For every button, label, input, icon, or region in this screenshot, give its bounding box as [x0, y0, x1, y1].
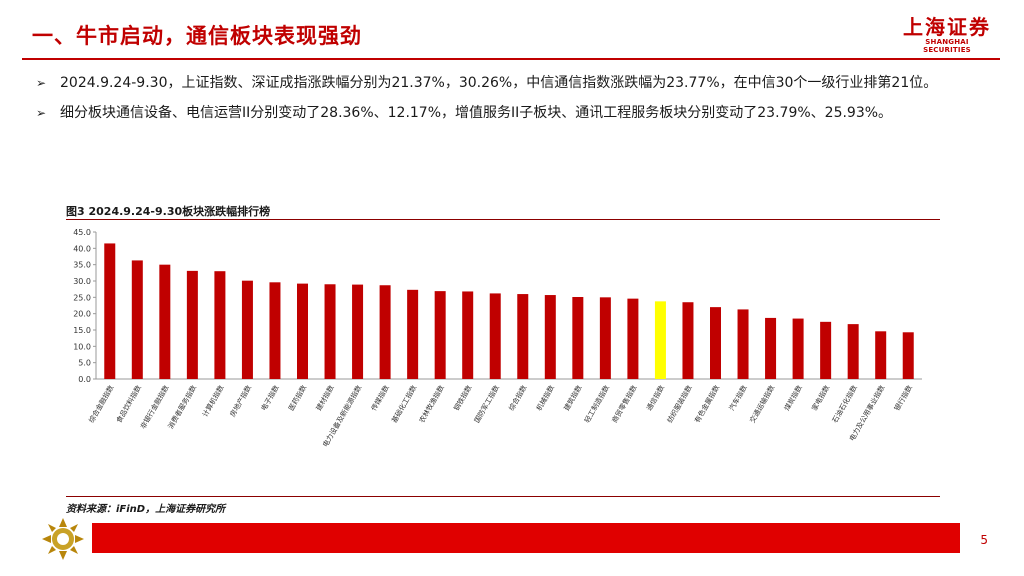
x-tick-label: 石油石化指数 — [830, 384, 859, 425]
x-tick-label: 综合金融指数 — [87, 384, 116, 425]
x-tick-label: 国防军工指数 — [472, 384, 501, 425]
x-tick-label: 电子指数 — [259, 384, 281, 413]
chart-title: 图3 2024.9.24-9.30板块涨跌幅排行榜 — [66, 205, 271, 218]
x-tick-label: 通信指数 — [644, 384, 666, 413]
bar — [186, 270, 198, 379]
bar — [820, 321, 832, 379]
bar — [269, 282, 281, 379]
x-tick-label: 食品饮料指数 — [114, 384, 143, 425]
x-tick-label: 商贸零售指数 — [610, 384, 639, 425]
x-tick-label: 传媒指数 — [369, 384, 391, 413]
logo-chinese-text: 上海证券 — [903, 15, 991, 39]
bullet-arrow-icon: ➢ — [36, 106, 47, 120]
x-tick-label: 煤炭指数 — [782, 384, 804, 413]
bar-highlight — [654, 301, 666, 379]
x-tick-label: 轻工制造指数 — [582, 384, 611, 425]
bullet-item: ➢ 细分板块通信设备、电信运营II分别变动了28.36%、12.17%，增值服务… — [36, 100, 976, 126]
footer-bar — [92, 523, 960, 553]
bar — [792, 318, 804, 379]
bar — [710, 307, 721, 379]
bullet-text: 细分板块通信设备、电信运营II分别变动了28.36%、12.17%，增值服务II… — [60, 105, 893, 121]
chart-top-rule — [66, 219, 940, 220]
bar — [847, 324, 859, 379]
x-tick-label: 交通运输指数 — [748, 384, 777, 425]
bar — [517, 294, 529, 379]
x-tick-label: 计算机指数 — [200, 384, 225, 419]
bullet-arrow-icon: ➢ — [36, 76, 47, 90]
bar — [599, 297, 611, 379]
x-tick-label: 消费者服务指数 — [166, 384, 198, 431]
bar — [902, 332, 914, 379]
bullet-item: ➢ 2024.9.24-9.30，上证指数、深证成指涨跌幅分别为21.37%，3… — [36, 70, 976, 96]
bar-chart: 0.0 5.0 10.0 15.0 20.0 25.0 30.0 35.0 40.0 45.0 综合… — [73, 228, 922, 449]
y-tick-label: 25.0 — [73, 293, 91, 302]
x-tick-label: 基础化工指数 — [390, 384, 419, 425]
bar — [241, 280, 253, 379]
x-tick-label: 银行指数 — [892, 384, 914, 413]
x-tick-label: 综合指数 — [507, 384, 529, 413]
sun-emblem-icon — [42, 518, 84, 560]
bar — [875, 331, 887, 379]
bullet-text: 2024.9.24-9.30，上证指数、深证成指涨跌幅分别为21.37%，30.… — [60, 75, 938, 91]
x-tick-label: 有色金属指数 — [692, 384, 721, 425]
y-tick-label: 40.0 — [73, 244, 91, 253]
y-tick-label: 15.0 — [73, 326, 91, 335]
bar — [572, 297, 584, 379]
company-logo: 上海证券 SHANGHAI SECURITIES — [902, 16, 992, 54]
x-tick-label: 汽车指数 — [727, 384, 749, 413]
x-tick-label: 建材指数 — [314, 384, 336, 413]
y-tick-label: 20.0 — [73, 310, 91, 319]
bar — [489, 293, 501, 379]
y-tick-label: 35.0 — [73, 261, 91, 270]
bar — [214, 271, 226, 379]
bar — [682, 302, 694, 379]
x-tick-label: 医药指数 — [286, 384, 308, 413]
x-tick-label: 非银行金融指数 — [138, 384, 170, 431]
bar — [407, 289, 419, 379]
bar — [462, 291, 474, 379]
y-tick-label: 5.0 — [78, 359, 91, 368]
x-tick-label: 家电指数 — [810, 384, 832, 413]
bar — [159, 264, 171, 379]
y-tick-label: 10.0 — [73, 342, 91, 351]
page-title: 一、牛市启动，通信板块表现强劲 — [32, 24, 362, 48]
x-tick-label: 纺织服装指数 — [665, 384, 694, 425]
bullet-list: ➢ 2024.9.24-9.30，上证指数、深证成指涨跌幅分别为21.37%，3… — [36, 70, 976, 130]
bar — [104, 243, 116, 379]
chart-bottom-rule — [66, 496, 940, 497]
bar — [627, 298, 639, 379]
x-tick-label: 建筑指数 — [562, 384, 584, 413]
x-tick-label: 农林牧渔指数 — [417, 384, 446, 425]
bar — [434, 291, 446, 379]
y-tick-label: 30.0 — [73, 277, 91, 286]
bar — [379, 285, 391, 379]
bar — [352, 284, 364, 379]
x-tick-label: 房地产指数 — [228, 384, 253, 419]
source-note: 资料来源：iFinD，上海证券研究所 — [66, 504, 226, 515]
bar — [765, 317, 777, 379]
bar — [297, 283, 308, 379]
bar — [131, 260, 143, 379]
x-tick-label: 钢铁指数 — [452, 384, 474, 413]
y-tick-label: 0.0 — [78, 375, 91, 384]
bar — [324, 284, 336, 379]
y-tick-label: 45.0 — [73, 228, 91, 237]
x-tick-label: 机械指数 — [534, 384, 556, 413]
bar — [737, 309, 749, 379]
page-number: 5 — [980, 533, 988, 547]
bar — [544, 295, 556, 379]
logo-english-text: SHANGHAI SECURITIES — [923, 38, 971, 54]
header-divider — [22, 58, 1000, 60]
